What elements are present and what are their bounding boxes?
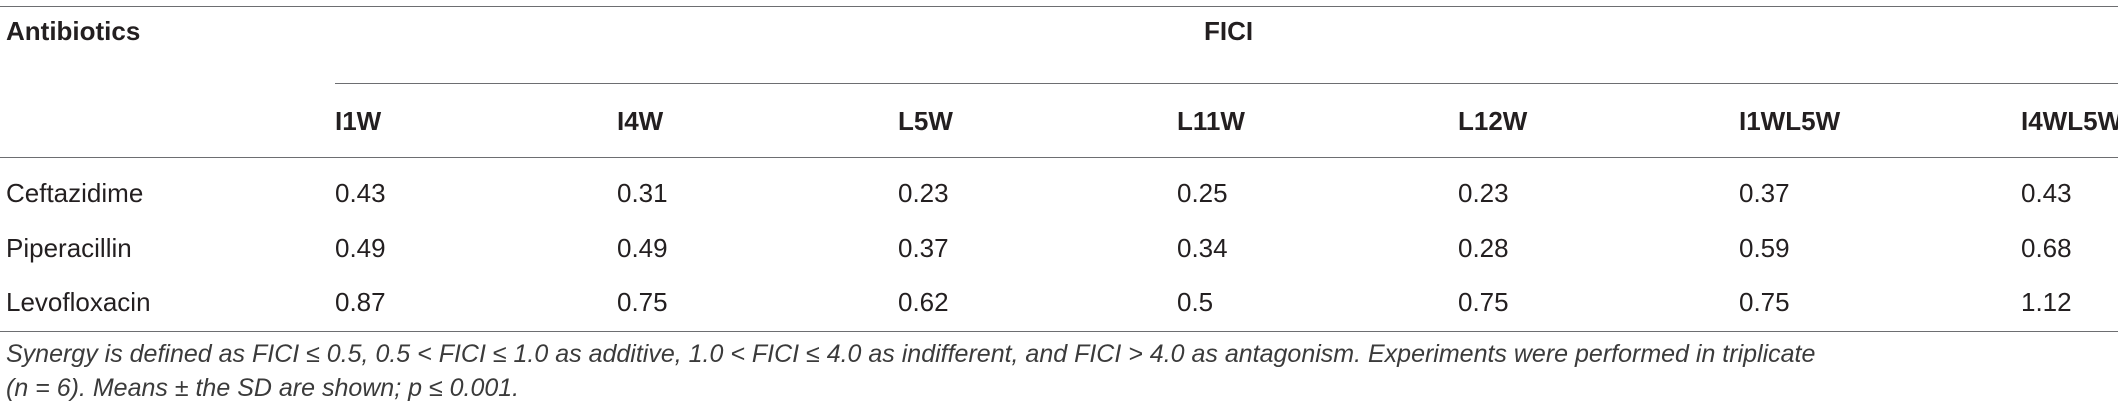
table-cell: 0.43 [335,178,386,208]
table-cell: 0.49 [617,233,668,263]
table-cell: 1.12 [2021,287,2072,317]
table-cell: 0.37 [1739,178,1790,208]
table-cell: 0.59 [1739,233,1790,263]
table-cell: 0.68 [2021,233,2072,263]
table-cell: 0.5 [1177,287,1214,317]
table-cell: 0.49 [335,233,386,263]
antibiotics-header: Antibiotics [6,16,141,46]
fici-underline-rule [335,83,2118,84]
table-cell: 0.34 [1177,233,1228,263]
column-header-l12w: L12W [1458,106,1528,136]
table-cell: 0.43 [2021,178,2072,208]
table-cell: 0.37 [898,233,949,263]
column-header-l5w: L5W [898,106,953,136]
table-cell: 0.62 [898,287,949,317]
table-cell: 0.23 [1458,178,1509,208]
table-cell: 0.75 [1739,287,1790,317]
table-cell: 0.23 [898,178,949,208]
table-top-rule [0,6,2118,7]
row-label: Piperacillin [6,233,132,263]
table-cell: 0.25 [1177,178,1228,208]
footnote-line-1: Synergy is defined as FICI ≤ 0.5, 0.5 < … [6,340,1816,368]
column-header-l11w: L11W [1177,106,1245,136]
header-bottom-rule [0,157,2118,158]
table-bottom-rule [0,331,2118,332]
column-header-i1w: I1W [335,106,382,136]
fici-group-header: FICI [1204,16,1254,46]
table-footnote: Synergy is defined as FICI ≤ 0.5, 0.5 < … [6,337,2114,405]
table-cell: 0.28 [1458,233,1509,263]
table-cell: 0.75 [617,287,668,317]
row-label: Ceftazidime [6,178,144,208]
footnote-line-2: (n = 6). Means ± the SD are shown; p ≤ 0… [6,374,520,402]
table-cell: 0.87 [335,287,386,317]
table-cell: 0.31 [617,178,668,208]
table-cell: 0.75 [1458,287,1509,317]
row-label: Levofloxacin [6,287,151,317]
column-header-i1wl5w: I1WL5W [1739,106,1841,136]
column-header-i4wl5w: I4WL5W [2021,106,2118,136]
column-header-i4w: I4W [617,106,664,136]
